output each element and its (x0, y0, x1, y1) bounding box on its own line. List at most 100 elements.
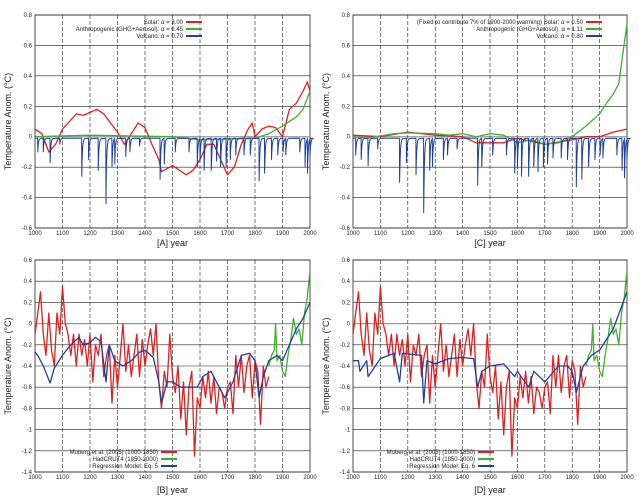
legend-label: Volcano: α = 0.70 (136, 34, 183, 40)
y-tick-label: -0.2 (22, 343, 33, 349)
series-line-2040a0 (34, 302, 311, 404)
x-tick-label: 1800 (248, 231, 262, 237)
y-tick-label: -0.6 (340, 385, 351, 391)
x-tick-label: 1100 (56, 231, 70, 237)
legend-label: Moberg et al. (2005) (1000-1850) (387, 450, 475, 456)
x-tick-label: 1000 (28, 475, 42, 481)
x-tick-label: 2000 (620, 475, 634, 481)
y-tick-label: 0.2 (24, 300, 33, 306)
y-tick-label: 0.6 (24, 43, 33, 49)
y-tick-label: -0.2 (340, 343, 351, 349)
x-tick-label: 1100 (374, 231, 388, 237)
x-tick-label: 1900 (593, 231, 607, 237)
x-tick-label: 2000 (303, 475, 317, 481)
x-tick-label: 1400 (138, 231, 152, 237)
series-line-2040a0 (353, 137, 631, 214)
x-tick-label: 1900 (593, 475, 607, 481)
x-tick-label: 1400 (456, 231, 470, 237)
x-tick-label: 1000 (346, 231, 360, 237)
legend-label: Regression Model: Eq. 6 (409, 464, 475, 470)
y-axis-label: Temperature Anom. (°C) (321, 73, 331, 170)
x-tick-label: 1500 (166, 231, 180, 237)
y-tick-label: 0.4 (24, 279, 33, 285)
x-tick-label: 1400 (138, 475, 152, 481)
panel-b: -1.4 -1.2 -1 -0.8 -0.6 -0.4 -0.2 0 0.2 0.4 0.6 1000… (3, 258, 317, 495)
y-tick-label: -0.4 (22, 364, 33, 370)
x-tick-label: 1500 (483, 475, 497, 481)
panel-d: -1.4 -1.2 -1 -0.8 -0.6 -0.4 -0.2 0 0.2 0.4 0.6 1000… (321, 258, 634, 495)
legend-label: (Fixed to contribute 7% of 1900-2000 war… (417, 20, 584, 26)
y-tick-label: -0.2 (22, 165, 33, 171)
legend-label: Solar: α = 3.00 (144, 20, 184, 26)
x-tick-label: 1100 (374, 475, 388, 481)
x-tick-label: 1200 (83, 231, 97, 237)
x-tick-label: 1000 (346, 475, 360, 481)
x-tick-label: 1700 (221, 475, 235, 481)
y-tick-label: -0.4 (22, 196, 33, 202)
x-tick-label: 1300 (429, 475, 443, 481)
y-tick-label: 0.2 (24, 104, 33, 110)
x-tick-label: 1900 (276, 231, 290, 237)
x-axis-label: [A] year (157, 238, 188, 248)
x-tick-label: 1300 (111, 475, 125, 481)
x-tick-label: 1800 (248, 475, 262, 481)
legend-label: Moberg et al. (2005) (1000-1850) (70, 450, 158, 456)
y-tick-label: 0 (347, 135, 351, 141)
y-tick-label: 0 (29, 322, 33, 328)
x-tick-label: 2000 (620, 231, 634, 237)
x-tick-label: 1600 (511, 231, 525, 237)
legend-label: Anthropogenic (GHG+Aerosol): α = 1.11 (476, 27, 583, 33)
series-line-e02020 (34, 285, 270, 457)
y-tick-label: 0.8 (24, 13, 33, 19)
x-tick-label: 2000 (303, 231, 317, 237)
x-tick-label: 1400 (456, 475, 470, 481)
x-tick-label: 1200 (83, 475, 97, 481)
x-tick-label: 1500 (483, 231, 497, 237)
y-tick-label: -1 (345, 428, 351, 434)
x-tick-label: 1500 (166, 475, 180, 481)
y-tick-label: 0.4 (24, 74, 33, 80)
panel-c: -0.6 -0.4 -0.2 0 0.2 0.4 0.6 0.8 1000 1100 1200 130… (321, 13, 634, 248)
x-axis-label: [B] year (157, 485, 188, 495)
y-tick-label: -0.8 (22, 406, 33, 412)
legend-label: HadCRUT4 (1850-2000) (410, 457, 475, 463)
y-tick-label: 0.6 (342, 258, 351, 264)
x-tick-label: 1700 (538, 231, 552, 237)
y-tick-label: 0 (347, 322, 351, 328)
x-tick-label: 1600 (193, 475, 207, 481)
x-tick-label: 1300 (111, 231, 125, 237)
series-line-2040a0 (35, 137, 314, 205)
y-tick-label: 0 (29, 135, 33, 141)
y-tick-label: 0.6 (24, 258, 33, 264)
x-tick-label: 1600 (193, 231, 207, 237)
x-axis-label: [C] year (474, 238, 506, 248)
x-tick-label: 1700 (221, 231, 235, 237)
series-line-2040a0 (353, 291, 628, 404)
y-tick-label: -0.8 (340, 406, 351, 412)
y-axis-label: Temperature Anom. (°C) (3, 73, 13, 170)
y-tick-label: 0.8 (342, 13, 351, 19)
x-tick-label: 1700 (538, 475, 552, 481)
y-tick-label: -0.4 (340, 196, 351, 202)
series-line-40b030 (585, 270, 628, 378)
series-line-e02020 (352, 285, 587, 457)
x-tick-label: 1800 (566, 475, 580, 481)
series-line-40b030 (352, 24, 628, 145)
y-tick-label: -0.6 (22, 226, 33, 232)
x-tick-label: 1200 (401, 475, 415, 481)
y-tick-label: -1.4 (22, 470, 33, 476)
y-tick-label: 0.6 (342, 43, 351, 49)
series-line-40b030 (268, 270, 311, 378)
y-tick-label: 0.4 (342, 279, 351, 285)
x-tick-label: 1000 (28, 231, 42, 237)
y-tick-label: -1.4 (340, 470, 351, 476)
legend-label: Anthropogenic (GHG+Aerosol): α = 0.45 (76, 27, 184, 33)
legend-label: Volcano: α = 0.80 (536, 34, 583, 40)
legend-label: HadCRUT4 (1850-2000) (93, 457, 158, 463)
x-tick-label: 1100 (56, 475, 70, 481)
x-tick-label: 1900 (276, 475, 290, 481)
y-axis-label: Temperature Anom. (°C) (321, 317, 331, 414)
series-line-40b030 (34, 90, 311, 141)
y-axis-label: Temperature Anom. (°C) (3, 317, 13, 414)
legend-label: Regression Model: Eq. 5 (92, 464, 158, 470)
